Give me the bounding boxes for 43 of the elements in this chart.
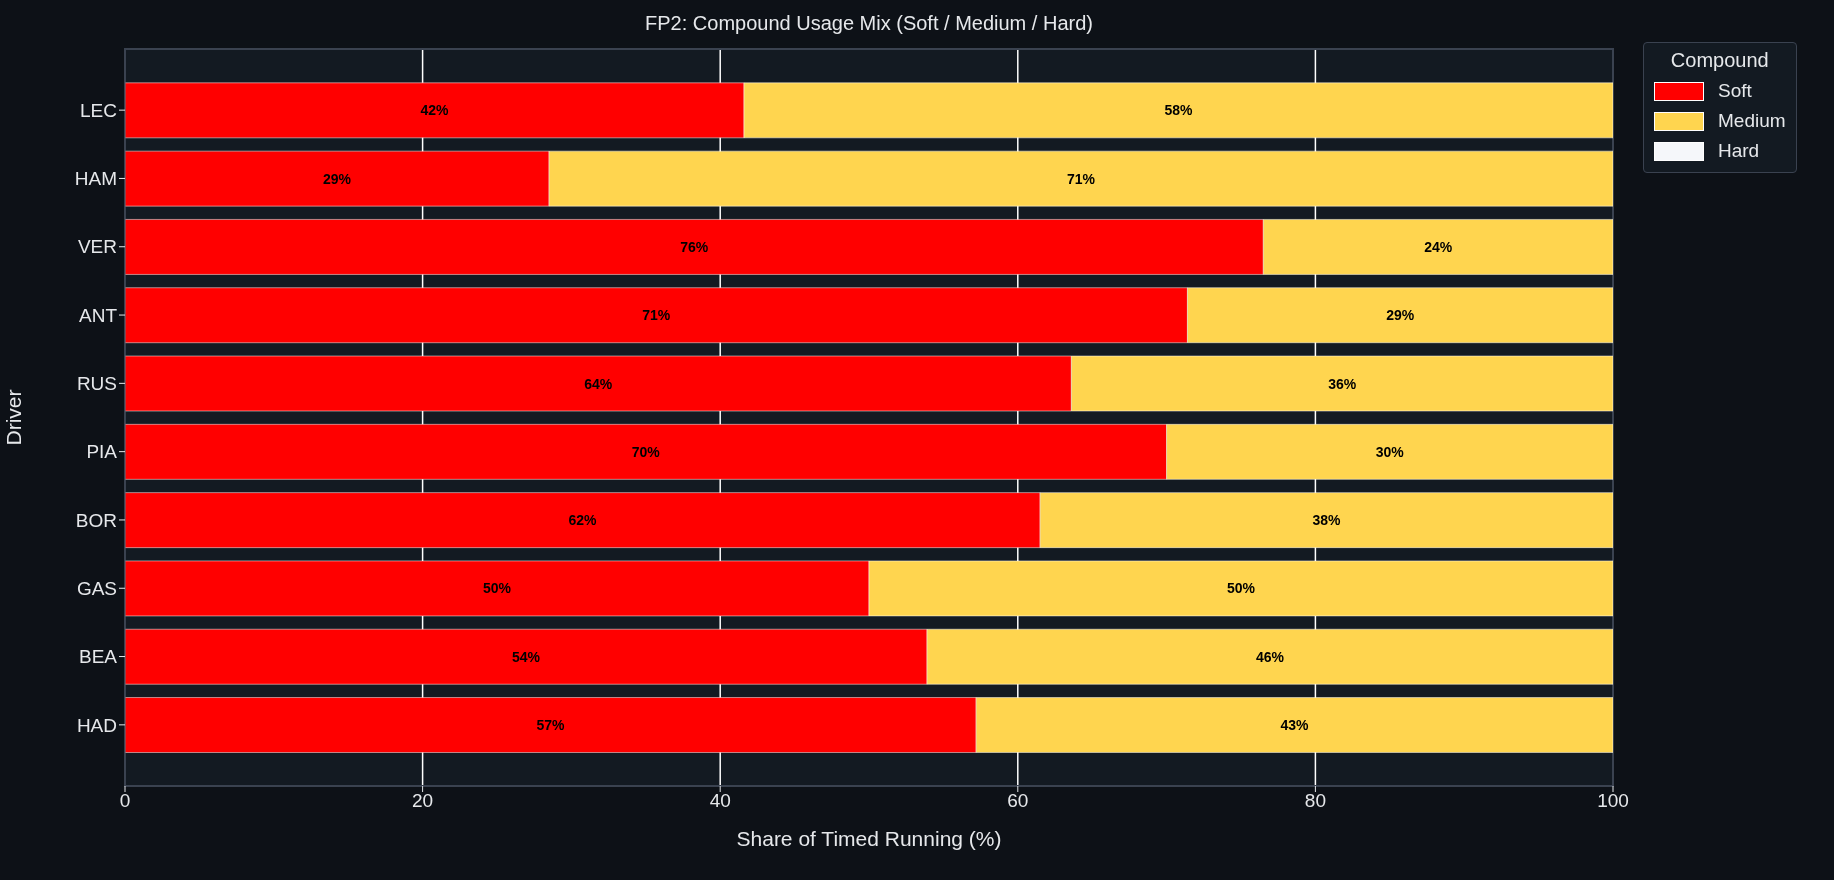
x-tick-label: 100	[1597, 790, 1629, 812]
data-label: 71%	[642, 307, 671, 324]
y-axis-title: Driver	[2, 389, 26, 446]
data-label: 50%	[1226, 580, 1256, 597]
data-label: 29%	[1386, 307, 1415, 324]
data-label: 57%	[536, 717, 566, 734]
chart-title: FP2: Compound Usage Mix (Soft / Medium / Hard)	[644, 12, 1094, 35]
y-tick-label: HAM	[74, 168, 117, 190]
data-label: 29%	[323, 170, 352, 187]
data-label: 43%	[1280, 717, 1310, 734]
data-label: 70%	[631, 443, 661, 460]
data-label: 50%	[482, 580, 512, 597]
y-tick-label: PIA	[86, 441, 118, 463]
x-axis-title: Share of Timed Running (%)	[736, 827, 1002, 850]
y-tick-label: VER	[77, 236, 117, 258]
data-label: 24%	[1424, 238, 1453, 255]
data-label: 46%	[1256, 648, 1285, 665]
x-tick-label: 40	[709, 790, 731, 812]
x-tick-label: 80	[1304, 790, 1326, 812]
legend-label: Medium	[1718, 110, 1786, 132]
y-tick-label: BEA	[78, 646, 118, 668]
data-label: 62%	[568, 512, 598, 529]
x-tick-label: 20	[412, 790, 434, 812]
y-tick-label: RUS	[76, 373, 117, 395]
x-tick-label: 0	[119, 790, 131, 812]
data-label: 42%	[420, 102, 450, 119]
data-label: 30%	[1375, 443, 1405, 460]
data-label: 58%	[1164, 102, 1194, 119]
y-tick-label: GAS	[76, 577, 117, 599]
x-tick-label: 60	[1007, 790, 1029, 812]
y-tick-label: BOR	[75, 509, 117, 531]
data-label: 64%	[584, 375, 613, 392]
data-label: 71%	[1067, 170, 1096, 187]
data-label: 76%	[680, 238, 709, 255]
legend-label: Soft	[1718, 80, 1752, 102]
legend-label: Hard	[1718, 140, 1760, 162]
data-label: 54%	[512, 648, 541, 665]
y-tick-label: LEC	[80, 99, 117, 121]
legend-title: Compound	[1669, 49, 1770, 72]
y-tick-label: ANT	[79, 304, 118, 326]
data-label: 36%	[1328, 375, 1357, 392]
data-label: 38%	[1312, 512, 1342, 529]
y-tick-label: HAD	[76, 714, 117, 736]
